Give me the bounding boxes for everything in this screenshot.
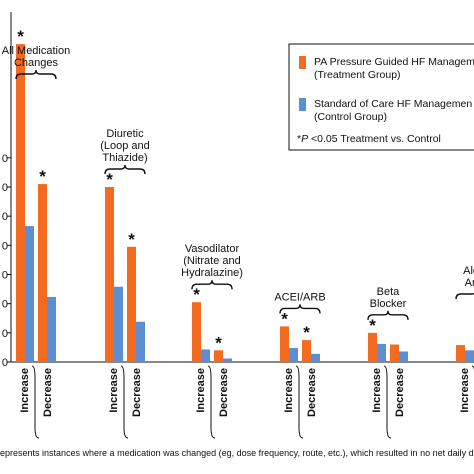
legend-note: *P <0.05 Treatment vs. Control [297,133,441,145]
bar-decrease-treatment [302,340,311,362]
y-tick-label: 0 [2,182,8,194]
category-brace [15,69,57,80]
bar-increase-control [289,348,298,362]
y-tick-label: 0 [2,357,8,369]
bar-increase-treatment [192,302,201,362]
y-tick-label: 0 [2,240,8,252]
significance-star: * [128,230,135,249]
bar-decrease-treatment [214,350,223,362]
significance-markers: * * * * * * * * * [17,27,376,352]
y-tick-label: 0 [2,328,8,340]
legend: PA Pressure Guided HF Managem(Treatment … [288,43,474,151]
bar-decrease-control [399,351,408,362]
category-label: (Loop and [100,140,150,152]
bar-decrease-control [223,358,232,362]
legend-entry: (Treatment Group) [314,69,401,81]
category-label: Thiazide) [102,152,147,164]
x-tick-labels: Increase Decrease Increase Decrease Increase… [19,365,474,439]
category-label: Changes [14,57,59,69]
sub-category-bracket [383,365,392,439]
significance-star: * [303,323,310,342]
significance-star: * [281,309,288,328]
bar-increase-treatment [16,44,25,362]
significance-star: * [17,27,24,46]
category-label: Blocker [370,298,407,310]
bar-increase-treatment [456,345,465,362]
bar-increase-control [377,343,386,362]
bar-decrease-treatment [390,344,399,362]
legend-note-suffix: <0.05 Treatment vs. Control [308,133,441,145]
category-label: ACEI/ARB [274,291,325,303]
bar-increase-treatment [280,326,289,362]
x-tick-label: Increase [195,368,207,413]
x-tick-label: Decrease [218,368,230,417]
sub-category-bracket [207,365,216,439]
y-tick-label: 0 [2,211,8,223]
significance-star: * [369,316,376,335]
bar-increase-control [25,226,34,362]
category-label: (Nitrate and [183,255,240,267]
sub-category-bracket [295,365,304,439]
category-brace [455,292,474,300]
category-label: Vasodilator [185,243,240,255]
significance-star: * [39,167,46,186]
sub-category-bracket [120,365,129,439]
y-tick-label: 0 [2,299,8,311]
sub-category-bracket [31,365,40,439]
category-label: Hydralazine) [181,267,243,279]
legend-box [288,43,474,151]
footnote: epresents instances where a medication w… [0,448,474,458]
category-brace [279,304,321,314]
legend-swatch [299,56,306,69]
bar-decrease-control [311,353,320,362]
category-label: Aldo- [463,265,474,277]
bar-decrease-treatment [38,184,47,362]
x-tick-label: Decrease [131,368,143,417]
bar-increase-treatment [368,332,377,362]
x-tick-label: Increase [108,368,120,413]
category-label: Beta [377,286,401,298]
bar-increase-control [201,349,210,362]
y-tick-label: 0 [2,270,8,282]
significance-star: * [215,333,222,352]
category-brace [104,164,146,175]
bar-increase-treatment [105,187,114,362]
bar-decrease-treatment [127,246,136,362]
x-tick-label: Increase [371,368,383,413]
bar-decrease-control [47,296,56,362]
legend-note-italic: P [301,133,308,145]
x-tick-label: Increase [459,368,471,413]
bars [16,44,474,362]
bar-increase-control [465,350,474,362]
category-label: Diuretic [106,128,144,140]
legend-entry: Standard of Care HF Managemen [314,98,472,110]
category-label: All Medication [2,45,70,57]
legend-entry: PA Pressure Guided HF Managem [314,56,474,68]
legend-note-prefix: * [297,133,301,145]
significance-star: * [193,285,200,304]
bar-increase-control [114,286,123,362]
significance-star: * [106,170,113,189]
category-label: Anta [465,277,474,289]
bar-decrease-control [136,321,145,362]
y-tick-label: 0 [2,153,8,165]
x-tick-label: Decrease [306,368,318,417]
x-tick-label: Decrease [42,368,54,417]
x-tick-label: Increase [19,368,31,413]
legend-swatch [299,98,306,111]
legend-entry: (Control Group) [314,111,387,123]
x-tick-label: Decrease [394,368,406,417]
x-tick-label: Increase [283,368,295,413]
